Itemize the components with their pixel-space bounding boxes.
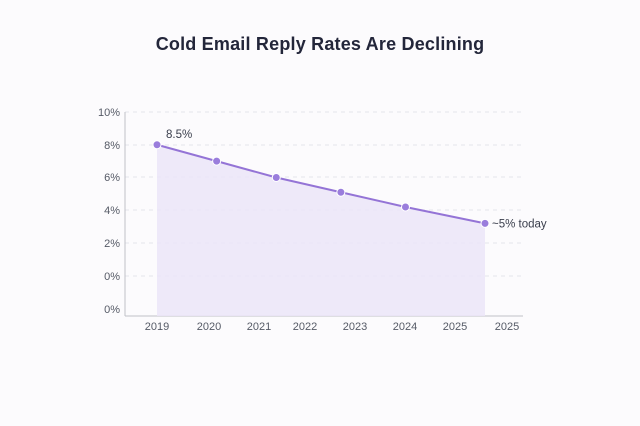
y-tick-label: 0%: [104, 271, 120, 283]
data-point: [152, 140, 162, 150]
data-label: ~5% today: [492, 218, 547, 230]
y-tick-label: 8%: [104, 140, 120, 152]
area-fill: [157, 144, 485, 316]
x-tick-label: 2021: [247, 321, 271, 333]
x-tick-label: 2024: [393, 321, 417, 333]
chart-title: Cold Email Reply Rates Are Declining: [155, 34, 485, 54]
x-tick-label: 2022: [293, 321, 317, 333]
y-tick-label: 10%: [98, 107, 120, 119]
x-tick-label: 2019: [145, 321, 169, 333]
data-point: [480, 218, 490, 228]
x-tick-label: 2025: [443, 321, 467, 333]
series-line: [156, 143, 486, 225]
y-tick-label: 0%: [104, 304, 120, 316]
x-tick-label: 2023: [343, 321, 367, 333]
y-tick-label: 2%: [104, 238, 120, 250]
y-tick-label: 4%: [104, 205, 120, 217]
data-point: [271, 173, 281, 182]
data-point: [400, 202, 410, 212]
data-point: [212, 156, 222, 166]
data-point: [336, 187, 346, 197]
y-tick-label: 6%: [104, 172, 120, 184]
x-tick-label: 2025: [495, 321, 519, 333]
x-tick-label: 2020: [197, 321, 221, 333]
data-label: 8.5%: [166, 129, 192, 141]
